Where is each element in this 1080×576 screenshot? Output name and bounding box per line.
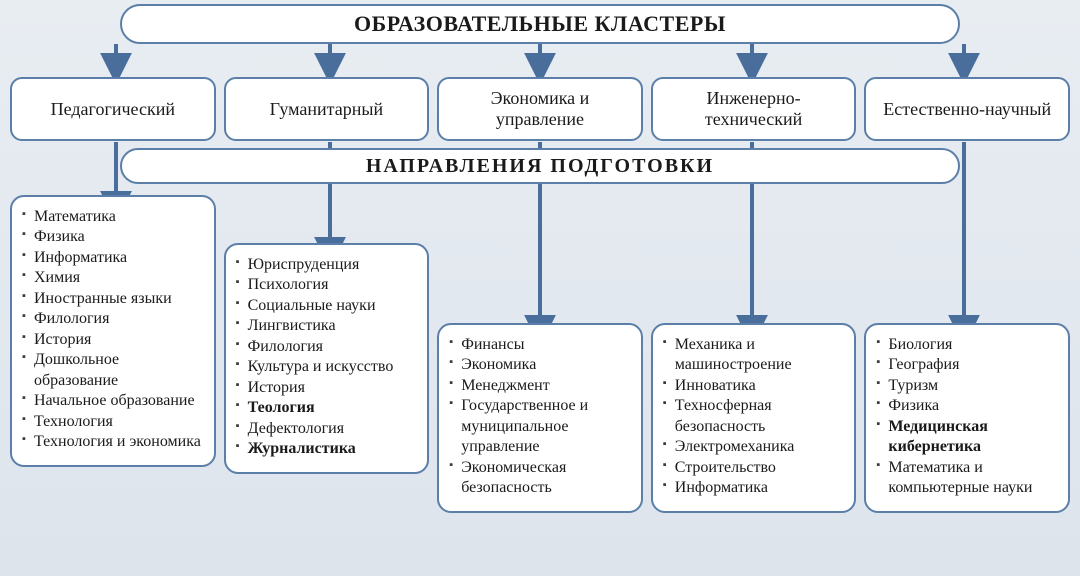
list-item: Инноватика xyxy=(663,376,843,396)
list-item: История xyxy=(22,330,202,350)
list-item: Информатика xyxy=(22,248,202,268)
list-item: Техносферная безопасность xyxy=(663,396,843,437)
list-item: Культура и искусство xyxy=(236,357,416,377)
list-item: Теология xyxy=(236,398,416,418)
list-box-1: ЮриспруденцияПсихологияСоциальные наукиЛ… xyxy=(224,243,430,474)
list-item: Лингвистика xyxy=(236,316,416,336)
cluster-box-3: Инженерно-технический xyxy=(651,77,857,141)
list-item: Менеджмент xyxy=(449,376,629,396)
cluster-box-4: Естественно-научный xyxy=(864,77,1070,141)
list-item: Финансы xyxy=(449,335,629,355)
header-directions: НАПРАВЛЕНИЯ ПОДГОТОВКИ xyxy=(120,148,960,184)
list-item: Психология xyxy=(236,275,416,295)
list-item: Журналистика xyxy=(236,439,416,459)
list-item: Начальное образование xyxy=(22,391,202,411)
list-item: Туризм xyxy=(876,376,1056,396)
list-item: Физика xyxy=(876,396,1056,416)
list-box-0: МатематикаФизикаИнформатикаХимияИностран… xyxy=(10,195,216,467)
column-0: МатематикаФизикаИнформатикаХимияИностран… xyxy=(10,195,216,467)
column-4: БиологияГеографияТуризмФизикаМедицинская… xyxy=(864,195,1070,513)
list-item: Филология xyxy=(22,309,202,329)
list-item: История xyxy=(236,378,416,398)
list-item: Экономическая безопасность xyxy=(449,458,629,499)
list-item: Юриспруденция xyxy=(236,255,416,275)
list-box-3: Механика и машиностроениеИнноватикаТехно… xyxy=(651,323,857,513)
header-directions-text: НАПРАВЛЕНИЯ ПОДГОТОВКИ xyxy=(366,155,714,178)
list-item: Биология xyxy=(876,335,1056,355)
list-item: География xyxy=(876,355,1056,375)
list-box-4: БиологияГеографияТуризмФизикаМедицинская… xyxy=(864,323,1070,513)
list-item: Технология и экономика xyxy=(22,432,202,452)
header-clusters-text: ОБРАЗОВАТЕЛЬНЫЕ КЛАСТЕРЫ xyxy=(354,11,726,37)
list-item: Государственное и муниципальное управлен… xyxy=(449,396,629,457)
list-item: Дошкольное образование xyxy=(22,350,202,391)
cluster-row: ПедагогическийГуманитарныйЭкономика и уп… xyxy=(10,77,1070,141)
list-item: Физика xyxy=(22,227,202,247)
column-1: ЮриспруденцияПсихологияСоциальные наукиЛ… xyxy=(224,195,430,474)
list-item: Математика xyxy=(22,207,202,227)
list-item: Иностранные языки xyxy=(22,289,202,309)
list-item: Филология xyxy=(236,337,416,357)
list-item: Дефектология xyxy=(236,419,416,439)
list-item: Экономика xyxy=(449,355,629,375)
cluster-box-2: Экономика и управление xyxy=(437,77,643,141)
list-item: Химия xyxy=(22,268,202,288)
list-item: Математика и компьютерные науки xyxy=(876,458,1056,499)
list-item: Технология xyxy=(22,412,202,432)
list-item: Медицинская кибернетика xyxy=(876,417,1056,458)
list-item: Механика и машиностроение xyxy=(663,335,843,376)
column-2: ФинансыЭкономикаМенеджментГосударственно… xyxy=(437,195,643,513)
columns: МатематикаФизикаИнформатикаХимияИностран… xyxy=(10,195,1070,566)
list-item: Электромеханика xyxy=(663,437,843,457)
header-clusters: ОБРАЗОВАТЕЛЬНЫЕ КЛАСТЕРЫ xyxy=(120,4,960,44)
cluster-box-1: Гуманитарный xyxy=(224,77,430,141)
cluster-box-0: Педагогический xyxy=(10,77,216,141)
list-item: Социальные науки xyxy=(236,296,416,316)
list-item: Строительство xyxy=(663,458,843,478)
column-3: Механика и машиностроениеИнноватикаТехно… xyxy=(651,195,857,513)
list-box-2: ФинансыЭкономикаМенеджментГосударственно… xyxy=(437,323,643,513)
list-item: Информатика xyxy=(663,478,843,498)
